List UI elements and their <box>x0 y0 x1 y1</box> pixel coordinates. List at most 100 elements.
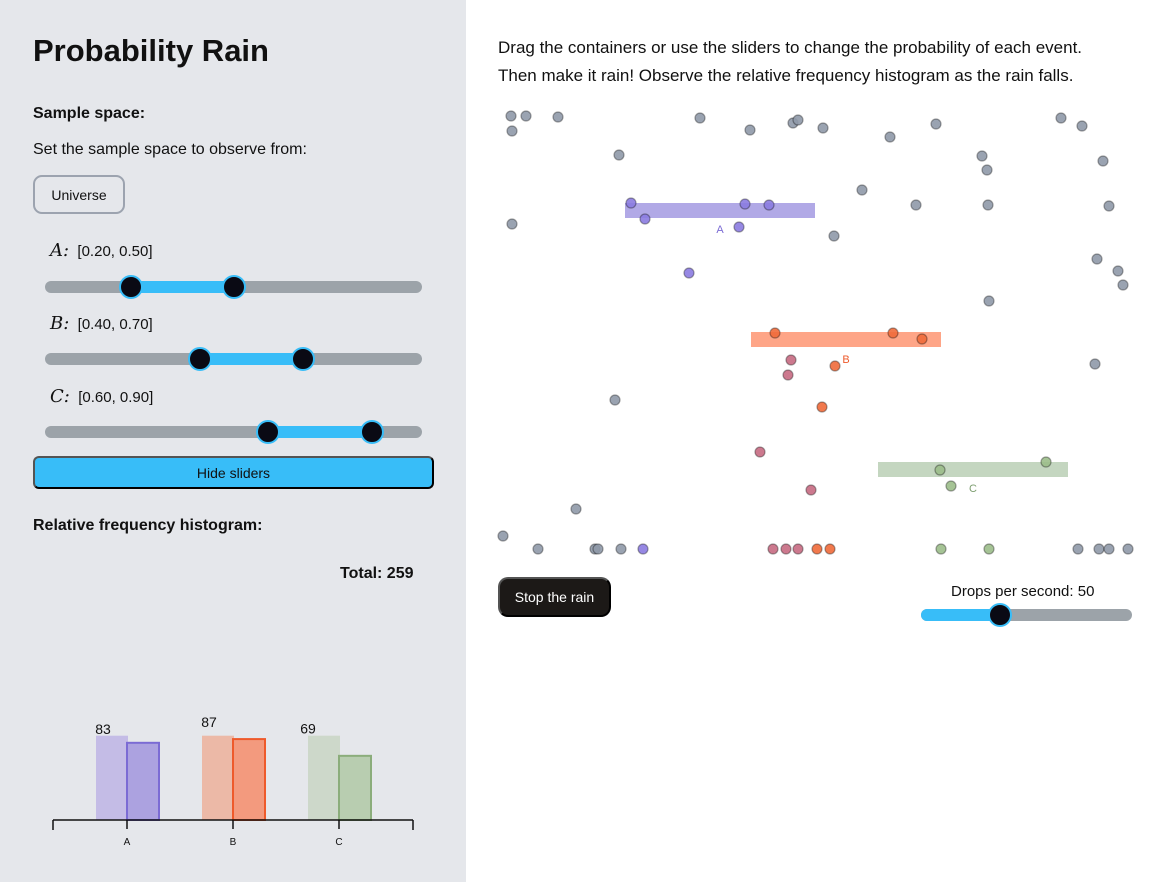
rain-drop <box>1076 120 1088 132</box>
event-b-range-text: [0.40, 0.70] <box>77 316 153 333</box>
event-a-slider[interactable] <box>45 275 422 299</box>
rain-drop <box>506 125 518 137</box>
rain-drop <box>1103 543 1115 555</box>
rain-drop <box>829 360 841 372</box>
event-a-low-thumb[interactable] <box>118 275 143 299</box>
rain-drop <box>1112 265 1124 277</box>
rain-drop <box>1093 543 1105 555</box>
rain-drop <box>592 543 604 555</box>
relative-frequency-histogram: 83 A 87 B 69 C <box>52 714 414 848</box>
event-a-high-thumb[interactable] <box>222 275 246 299</box>
universe-button[interactable]: Universe <box>33 175 125 214</box>
event-c-slider[interactable] <box>45 420 422 444</box>
event-c-sep: : <box>63 386 70 407</box>
rain-drop <box>505 110 517 122</box>
expected-bar-b <box>202 735 234 820</box>
rain-drop <box>1072 543 1084 555</box>
rain-drop <box>792 114 804 126</box>
expected-bar-a <box>96 735 128 820</box>
rain-canvas[interactable]: A B C <box>466 95 1164 565</box>
rain-drop <box>613 149 625 161</box>
rain-drop <box>983 295 995 307</box>
rain-drop <box>683 267 695 279</box>
container-a[interactable] <box>625 203 815 218</box>
stop-rain-button[interactable]: Stop the rain <box>498 577 611 617</box>
rain-drop <box>609 394 621 406</box>
event-c-low-thumb[interactable] <box>256 420 281 444</box>
drops-per-second-thumb[interactable] <box>987 603 1012 627</box>
event-c-var: C <box>50 386 64 407</box>
hide-sliders-button[interactable]: Hide sliders <box>33 456 434 489</box>
rain-drop <box>1103 200 1115 212</box>
event-c-label: C: [0.60, 0.90] <box>50 386 153 407</box>
rain-drop <box>694 112 706 124</box>
rain-drop <box>739 198 751 210</box>
rain-drop <box>754 446 766 458</box>
rain-drop <box>782 369 794 381</box>
event-c-range-fill <box>268 426 372 438</box>
event-b-slider[interactable] <box>45 347 422 371</box>
rain-drop <box>1091 253 1103 265</box>
rain-drop <box>615 543 627 555</box>
rain-drop <box>780 543 792 555</box>
tick-label-a: A <box>124 837 131 848</box>
drops-per-second-slider[interactable] <box>921 603 1132 627</box>
event-a-range-text: [0.20, 0.50] <box>77 243 153 260</box>
rain-drop <box>856 184 868 196</box>
tick-label-c: C <box>335 837 342 848</box>
rain-drop <box>1097 155 1109 167</box>
rain-drop <box>767 543 779 555</box>
rain-drop <box>816 401 828 413</box>
rain-drop <box>570 503 582 515</box>
event-b-label: B: [0.40, 0.70] <box>50 313 153 334</box>
rain-drop <box>945 480 957 492</box>
rain-drop <box>982 199 994 211</box>
rain-drop <box>828 230 840 242</box>
instructions-line-1: Drag the containers or use the sliders t… <box>498 38 1083 57</box>
rain-drop <box>910 199 922 211</box>
rain-drop <box>532 543 544 555</box>
rain-drop <box>976 150 988 162</box>
rain-drop <box>817 122 829 134</box>
rain-drop <box>934 464 946 476</box>
rain-drop <box>744 124 756 136</box>
sample-space-heading: Sample space: <box>33 105 146 122</box>
drops-per-second-label: Drops per second: 50 <box>951 583 1095 600</box>
rain-drop <box>884 131 896 143</box>
rain-drop <box>916 333 928 345</box>
instructions: Drag the containers or use the sliders t… <box>498 34 1138 90</box>
rain-drop <box>1055 112 1067 124</box>
rain-drop <box>930 118 942 130</box>
tick-label-b: B <box>230 837 237 848</box>
rain-drop <box>805 484 817 496</box>
rain-drop <box>520 110 532 122</box>
data-label-c: 69 <box>300 721 316 737</box>
rain-drop <box>792 543 804 555</box>
rain-drop <box>1117 279 1129 291</box>
container-c[interactable] <box>878 462 1068 477</box>
event-a-range-fill <box>130 281 234 293</box>
rain-drop <box>763 199 775 211</box>
event-b-high-thumb[interactable] <box>290 347 315 371</box>
container-label-b: B <box>842 354 849 366</box>
event-b-var: B <box>50 313 64 334</box>
container-label-c: C <box>969 483 977 495</box>
expected-bar-c <box>308 735 340 820</box>
histogram-total: Total: 259 <box>340 565 414 582</box>
rain-drop <box>983 543 995 555</box>
rain-drop <box>497 530 509 542</box>
histogram-heading: Relative frequency histogram: <box>33 517 263 534</box>
event-c-range-text: [0.60, 0.90] <box>78 389 154 406</box>
rain-drop <box>733 221 745 233</box>
rain-drop <box>552 111 564 123</box>
count-bar-a <box>126 741 160 822</box>
event-b-sep: : <box>63 313 70 334</box>
container-label-a: A <box>716 224 724 236</box>
event-b-low-thumb[interactable] <box>187 347 212 371</box>
event-c-high-thumb[interactable] <box>359 420 384 444</box>
rain-drop <box>1122 543 1134 555</box>
count-bar-c <box>338 754 372 821</box>
event-a-var: A <box>50 240 63 261</box>
rain-drop <box>824 543 836 555</box>
event-a-label: A: [0.20, 0.50] <box>50 240 152 261</box>
